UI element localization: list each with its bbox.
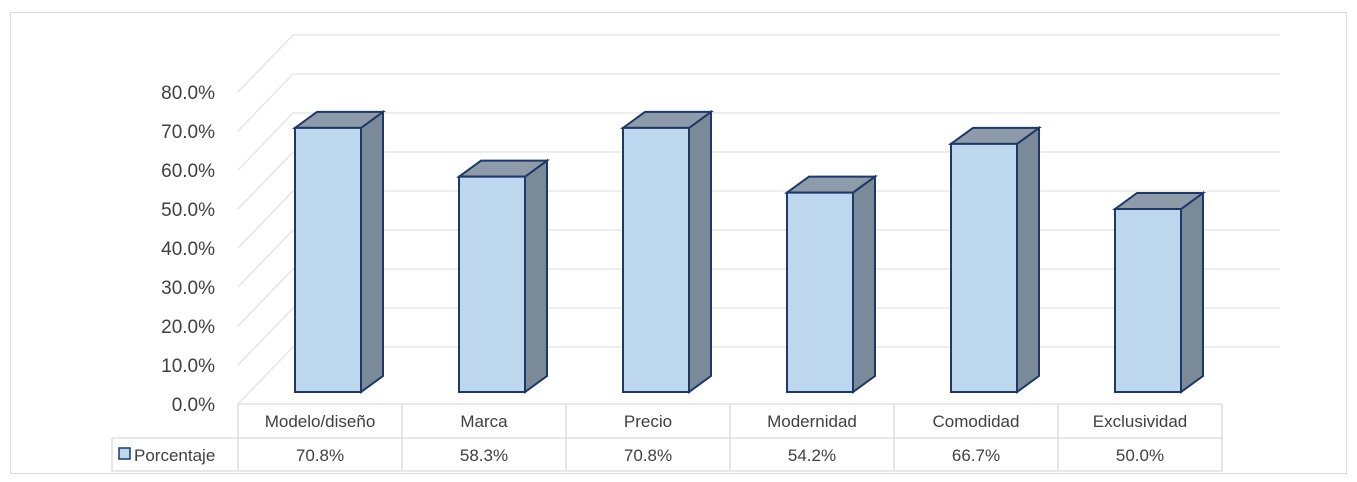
bar xyxy=(455,158,551,394)
category-label: Exclusividad xyxy=(1093,412,1188,431)
category-label: Modernidad xyxy=(767,412,857,431)
bar-side xyxy=(1016,125,1040,394)
y-tick-label: 70.0% xyxy=(161,122,215,143)
bar xyxy=(783,174,879,394)
data-label: 70.8% xyxy=(296,446,344,465)
category-label: Marca xyxy=(460,412,508,431)
y-tick-label: 30.0% xyxy=(161,278,215,299)
data-label: 50.0% xyxy=(1116,446,1164,465)
bar-front xyxy=(950,142,1018,393)
y-tick-label: 20.0% xyxy=(161,317,215,338)
bar-front xyxy=(622,126,690,393)
y-tick-label: 50.0% xyxy=(161,200,215,221)
gridline xyxy=(237,112,1280,171)
category-label: Comodidad xyxy=(933,412,1020,431)
bar-front xyxy=(294,126,362,393)
data-label: 58.3% xyxy=(460,446,508,465)
y-tick-label: 60.0% xyxy=(161,161,215,182)
bar-front xyxy=(458,175,526,393)
bar xyxy=(619,109,715,394)
bar-side xyxy=(852,174,876,394)
bar xyxy=(1111,191,1207,394)
y-tick-label: 0.0% xyxy=(172,395,215,416)
legend-series-name: Porcentaje xyxy=(134,446,215,465)
data-label: 66.7% xyxy=(952,446,1000,465)
bar-front xyxy=(786,191,854,393)
category-label: Modelo/diseño xyxy=(265,412,376,431)
gridline xyxy=(237,151,1280,210)
legend-swatch xyxy=(118,447,131,460)
data-label: 70.8% xyxy=(624,446,672,465)
y-tick-label: 40.0% xyxy=(161,239,215,260)
bar xyxy=(947,125,1043,394)
y-tick-label: 10.0% xyxy=(161,356,215,377)
data-label: 54.2% xyxy=(788,446,836,465)
bar-front xyxy=(1114,208,1182,393)
category-label: Precio xyxy=(624,412,672,431)
y-tick-label: 80.0% xyxy=(161,83,215,104)
gridline xyxy=(237,34,1280,93)
bar xyxy=(291,109,387,394)
bar-side xyxy=(1180,191,1204,394)
bar-side xyxy=(688,109,712,394)
bar-side xyxy=(360,109,384,394)
gridline xyxy=(237,73,1280,132)
bar-side xyxy=(524,158,548,394)
